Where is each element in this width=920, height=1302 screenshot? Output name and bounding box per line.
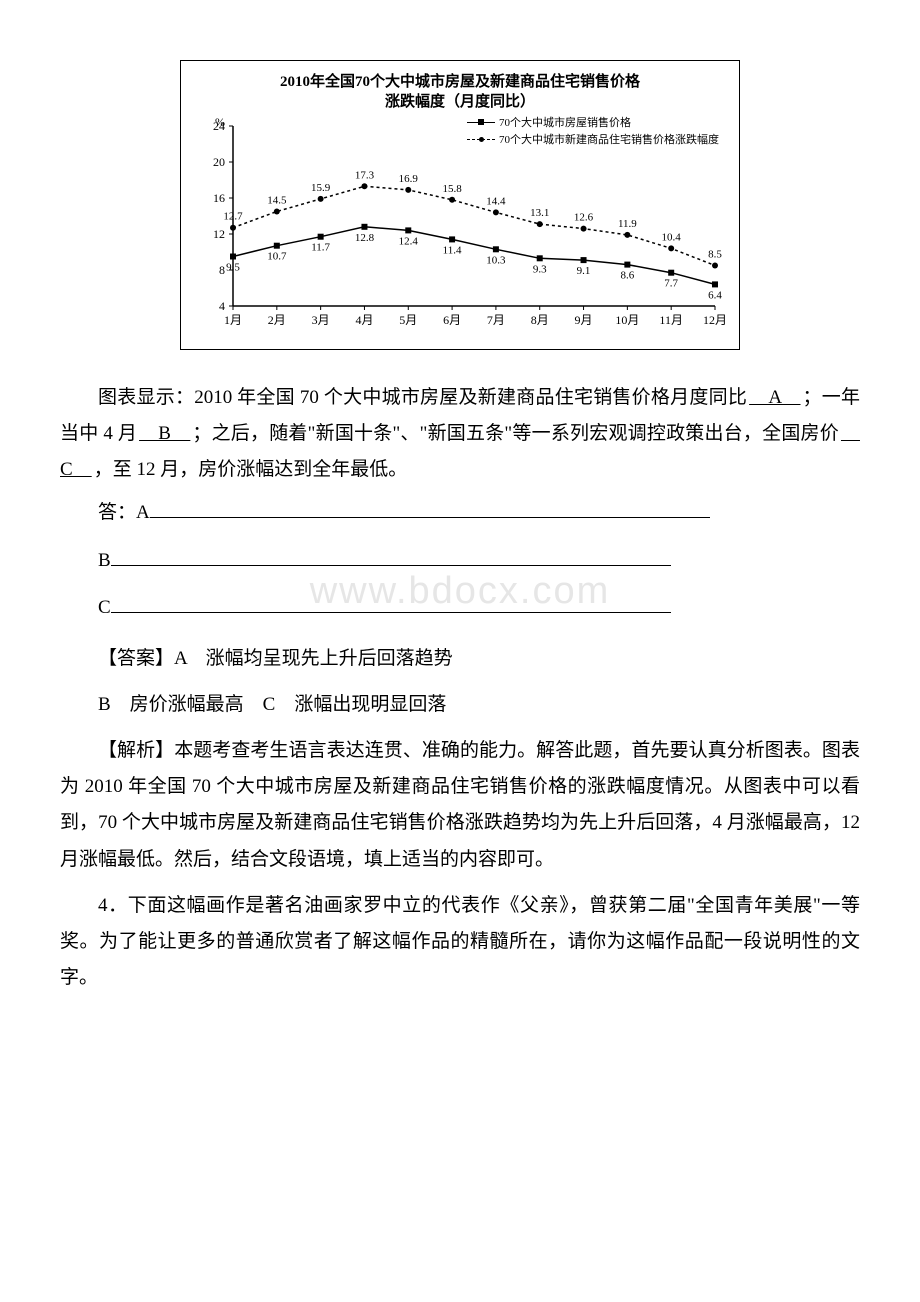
svg-text:14.4: 14.4 xyxy=(486,195,506,207)
answer-blank-A: 答：A xyxy=(60,490,860,536)
svg-text:14.5: 14.5 xyxy=(267,195,287,207)
svg-text:12.6: 12.6 xyxy=(574,212,594,224)
answer-blank-C: C xyxy=(60,585,860,631)
svg-text:7月: 7月 xyxy=(487,313,505,327)
svg-text:9月: 9月 xyxy=(575,313,593,327)
svg-text:12月: 12月 xyxy=(703,313,725,327)
svg-text:9.1: 9.1 xyxy=(577,265,591,277)
analysis: 【解析】本题考查考生语言表达连贯、准确的能力。解答此题，首先要认真分析图表。图表… xyxy=(60,733,860,877)
svg-text:4: 4 xyxy=(219,299,225,313)
svg-text:5月: 5月 xyxy=(399,313,417,327)
svg-text:12: 12 xyxy=(213,227,225,241)
answer-line2: B 房价涨幅最高 C 涨幅出现明显回落 xyxy=(60,687,860,723)
svg-text:11月: 11月 xyxy=(659,313,683,327)
blank-B: B xyxy=(137,423,192,444)
svg-text:12.7: 12.7 xyxy=(223,211,243,223)
answer-head: 【答案】A 涨幅均呈现先上升后回落趋势 xyxy=(60,641,860,677)
svg-text:1月: 1月 xyxy=(224,313,242,327)
svg-text:%: % xyxy=(215,116,225,129)
chart-svg: 4812162024%1月2月3月4月5月6月7月8月9月10月11月12月9.… xyxy=(195,116,725,336)
svg-text:9.3: 9.3 xyxy=(533,263,547,275)
svg-text:3月: 3月 xyxy=(312,313,330,327)
chart-legend: 70个大中城市房屋销售价格 70个大中城市新建商品住宅销售价格涨跌幅度 xyxy=(467,115,719,148)
chart-title-line1: 2010年全国70个大中城市房屋及新建商品住宅销售价格 xyxy=(280,74,640,90)
svg-text:10.7: 10.7 xyxy=(267,251,287,263)
svg-text:16: 16 xyxy=(213,191,225,205)
paragraph-1: 图表显示：2010 年全国 70 个大中城市房屋及新建商品住宅销售价格月度同比 … xyxy=(60,380,860,488)
svg-text:6月: 6月 xyxy=(443,313,461,327)
legend-item-1: 70个大中城市房屋销售价格 xyxy=(467,115,719,132)
legend-label-1: 70个大中城市房屋销售价格 xyxy=(499,115,631,132)
ans-label-A: 答：A xyxy=(98,502,150,523)
question-4: 4．下面这幅画作是著名油画家罗中立的代表作《父亲》，曾获第二届"全国青年美展"一… xyxy=(60,888,860,996)
svg-text:8.5: 8.5 xyxy=(708,249,722,261)
svg-text:12.8: 12.8 xyxy=(355,232,375,244)
svg-text:16.9: 16.9 xyxy=(399,173,419,185)
legend-label-2: 70个大中城市新建商品住宅销售价格涨跌幅度 xyxy=(499,132,719,149)
legend-marker-circle xyxy=(467,135,495,145)
svg-text:11.4: 11.4 xyxy=(443,244,462,256)
ans-label-B: B xyxy=(98,550,111,571)
legend-item-2: 70个大中城市新建商品住宅销售价格涨跌幅度 xyxy=(467,132,719,149)
svg-text:9.5: 9.5 xyxy=(226,262,240,274)
ans-label-C: C xyxy=(98,597,111,618)
svg-text:12.4: 12.4 xyxy=(399,235,419,247)
chart-box: 2010年全国70个大中城市房屋及新建商品住宅销售价格 涨跌幅度（月度同比） 7… xyxy=(180,60,740,350)
svg-text:10.3: 10.3 xyxy=(486,254,506,266)
p1-mid2: ；之后，随着"新国十条"、"新国五条"等一系列宏观调控政策出台，全国房价 xyxy=(192,423,839,444)
blank-A: A xyxy=(747,387,802,408)
underline-A xyxy=(150,497,710,518)
legend-marker-square xyxy=(467,118,495,128)
svg-text:10.4: 10.4 xyxy=(662,231,682,243)
p1-prefix: 图表显示：2010 年全国 70 个大中城市房屋及新建商品住宅销售价格月度同比 xyxy=(98,387,747,408)
svg-text:20: 20 xyxy=(213,155,225,169)
svg-text:15.9: 15.9 xyxy=(311,182,331,194)
svg-text:2月: 2月 xyxy=(268,313,286,327)
answer-blank-B: B xyxy=(60,538,860,584)
svg-text:17.3: 17.3 xyxy=(355,169,375,181)
svg-text:15.8: 15.8 xyxy=(442,183,462,195)
chart-title-line2: 涨跌幅度（月度同比） xyxy=(385,94,535,110)
svg-text:13.1: 13.1 xyxy=(530,207,549,219)
p1-end: ，至 12 月，房价涨幅达到全年最低。 xyxy=(94,459,408,480)
svg-text:4月: 4月 xyxy=(355,313,373,327)
svg-text:10月: 10月 xyxy=(615,313,639,327)
chart-title: 2010年全国70个大中城市房屋及新建商品住宅销售价格 涨跌幅度（月度同比） xyxy=(195,73,725,112)
underline-B xyxy=(111,545,671,566)
svg-text:7.7: 7.7 xyxy=(664,278,678,290)
underline-C xyxy=(111,593,671,614)
chart-container: 2010年全国70个大中城市房屋及新建商品住宅销售价格 涨跌幅度（月度同比） 7… xyxy=(180,60,740,350)
svg-text:8: 8 xyxy=(219,263,225,277)
svg-text:11.9: 11.9 xyxy=(618,218,637,230)
svg-text:6.4: 6.4 xyxy=(708,289,722,301)
svg-text:8.6: 8.6 xyxy=(620,270,634,282)
svg-text:8月: 8月 xyxy=(531,313,549,327)
svg-text:11.7: 11.7 xyxy=(311,242,330,254)
